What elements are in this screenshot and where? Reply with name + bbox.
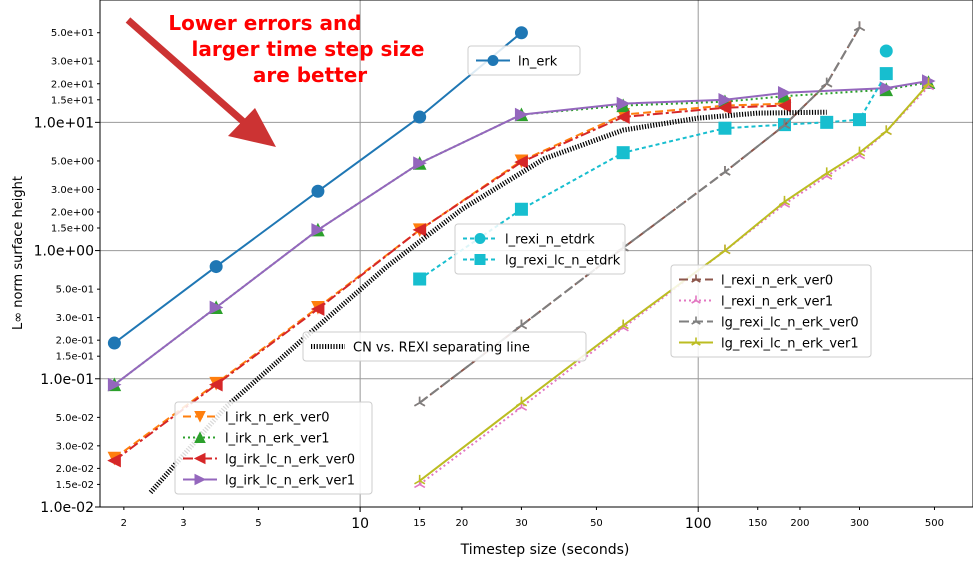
legend-center-left: CN vs. REXI separating line (303, 332, 586, 361)
x-tick-label: 200 (790, 518, 809, 529)
annotation-line-3: are better (253, 63, 367, 87)
y-tick-label: 1.5e+01 (51, 95, 94, 106)
legend-swatch-marker (475, 234, 485, 244)
y-tick-label: 3.0e+01 (51, 57, 94, 68)
data-point (515, 203, 527, 215)
x-tick-label: 50 (590, 518, 603, 529)
y-tick-label: 1.0e+01 (34, 115, 94, 131)
y-axis: 1.0e-02 1.0e-01 1.0e+00 1.0e+01 1.5e-02 2.0e-… (34, 28, 100, 516)
legend-label: l_rexi_n_erk_ver0 (721, 274, 833, 289)
data-point (821, 116, 833, 128)
x-axis: 10 100 2 3 5 15 20 30 50 150 200 300 500 (121, 507, 944, 532)
legend-swatch-marker (488, 56, 498, 66)
legend-label: l_irk_n_erk_ver0 (225, 411, 330, 426)
x-tick-label: 300 (850, 518, 869, 529)
data-point (516, 320, 526, 329)
data-point (880, 45, 892, 57)
y-tick-label: 3.0e-02 (56, 441, 94, 452)
legend-label: l_irk_n_erk_ver1 (225, 432, 330, 447)
legend-label: l_rexi_n_etdrk (505, 233, 595, 248)
y-tick-label: 1.0e-01 (40, 372, 94, 388)
data-point (108, 337, 120, 349)
annotation: Lower errors and larger time step size a… (128, 11, 424, 147)
legend-center-right: l_rexi_n_erk_ver0 l_rexi_n_erk_ver1 lg_rex… (671, 265, 871, 357)
x-tick-label: 30 (515, 518, 528, 529)
annotation-line-1: Lower errors and (168, 11, 361, 35)
x-tick-label: 20 (456, 518, 469, 529)
y-tick-label: 1.0e-02 (40, 500, 94, 516)
x-tick-label: 5 (255, 518, 261, 529)
y-tick-label: 1.0e+00 (34, 244, 94, 260)
y-tick-label: 1.5e+00 (51, 223, 94, 234)
y-tick-label: 3.0e-01 (56, 313, 94, 324)
legend-label: lg_rexi_lc_n_etdrk (505, 254, 621, 269)
x-tick-label: 3 (180, 518, 186, 529)
y-tick-label: 5.0e+01 (51, 28, 94, 39)
data-point (853, 114, 865, 126)
x-tick-label: 500 (925, 518, 944, 529)
x-tick-label: 2 (121, 518, 127, 529)
data-point (880, 68, 892, 80)
annotation-line-2: larger time step size (192, 37, 425, 61)
x-tick-label: 10 (351, 516, 369, 532)
y-tick-label: 2.0e-01 (56, 336, 94, 347)
y-tick-label: 1.5e-02 (56, 480, 94, 491)
y-tick-label: 2.0e-02 (56, 464, 94, 475)
legend-label: lg_rexi_lc_n_erk_ver0 (721, 316, 859, 331)
x-axis-label: Timestep size (seconds) (460, 542, 630, 558)
legend-label: lg_irk_lc_n_erk_ver0 (225, 453, 355, 468)
legend-center: l_rexi_n_etdrk lg_rexi_lc_n_etdrk (455, 224, 625, 274)
data-point (414, 111, 426, 123)
data-point (720, 245, 730, 254)
data-point (719, 122, 731, 134)
legend-label: ln_erk (518, 55, 558, 70)
data-point (720, 166, 730, 175)
y-tick-label: 5.0e+00 (51, 156, 94, 167)
data-point (414, 273, 426, 285)
legend-upper-center: ln_erk (468, 46, 580, 75)
legend-label: CN vs. REXI separating line (353, 341, 530, 356)
x-tick-label: 100 (685, 516, 712, 532)
x-tick-label: 15 (413, 518, 426, 529)
legend-label: lg_irk_lc_n_erk_ver1 (225, 474, 355, 489)
y-tick-label: 5.0e-02 (56, 413, 94, 424)
y-tick-label: 5.0e-01 (56, 285, 94, 296)
data-point (312, 185, 324, 197)
annotation-arrow (128, 20, 246, 124)
y-tick-label: 3.0e+00 (51, 185, 94, 196)
legend-swatch-marker (475, 255, 485, 265)
data-point (210, 261, 222, 273)
y-tick-label: 1.5e-01 (56, 352, 94, 363)
data-point (515, 27, 527, 39)
series-l-rexi-n-etdrk (880, 45, 892, 57)
x-tick-label: 150 (748, 518, 767, 529)
y-tick-label: 2.0e+01 (51, 79, 94, 90)
y-tick-label: 2.0e+00 (51, 207, 94, 218)
y-axis-label: L∞ norm surface height (11, 176, 26, 330)
legend-lower-left: l_irk_n_erk_ver0 l_irk_n_erk_ver1 lg_irk_l… (175, 402, 372, 494)
legend-label: lg_rexi_lc_n_erk_ver1 (721, 337, 859, 352)
data-point (617, 147, 629, 159)
legend-label: l_rexi_n_erk_ver1 (721, 295, 833, 310)
